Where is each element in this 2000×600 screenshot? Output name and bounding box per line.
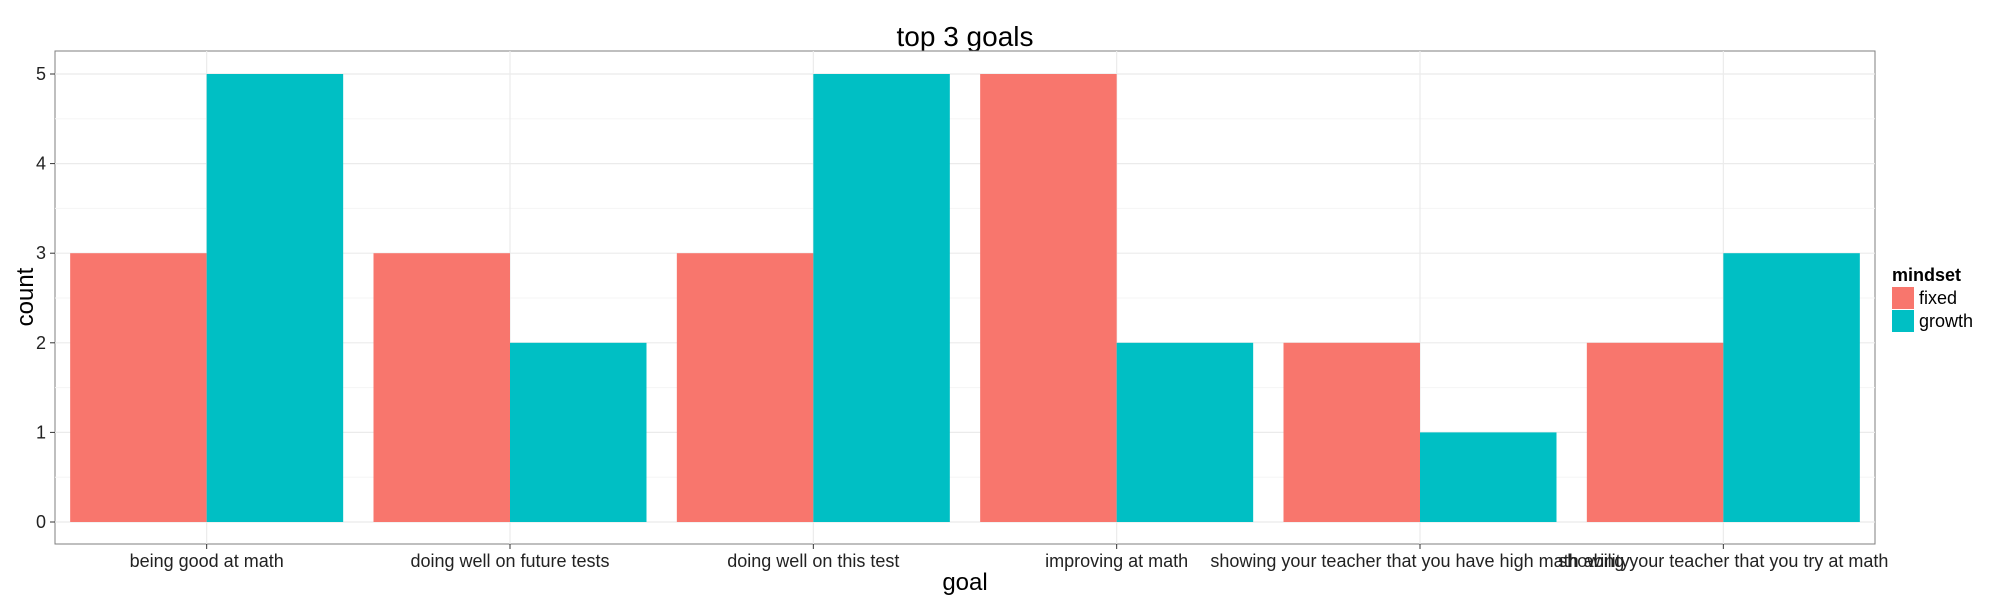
y-axis-title: count — [12, 267, 39, 326]
bar-fixed — [70, 253, 207, 522]
legend-label-growth: growth — [1919, 311, 1973, 331]
bar-fixed — [1283, 342, 1420, 522]
bar-growth — [1723, 253, 1860, 522]
x-tick-label: showing your teacher that you have high … — [1210, 551, 1629, 571]
bar-fixed — [980, 74, 1117, 522]
y-tick-label: 2 — [36, 333, 46, 353]
plot-area — [54, 50, 1876, 545]
bar-growth — [813, 74, 950, 522]
x-tick-label: showing your teacher that you try at mat… — [1558, 551, 1888, 571]
y-axis: 0 1 2 3 4 5 — [36, 64, 55, 532]
y-tick-label: 4 — [36, 154, 46, 174]
x-tick-label: doing well on this test — [727, 551, 899, 571]
legend-title: mindset — [1892, 265, 1961, 285]
x-axis: being good at math doing well on future t… — [130, 544, 1888, 571]
bar-growth — [1420, 432, 1557, 522]
legend-swatch-growth — [1892, 310, 1914, 332]
x-tick-label: doing well on future tests — [410, 551, 609, 571]
chart-title: top 3 goals — [897, 21, 1034, 52]
bar-fixed — [1586, 342, 1724, 522]
y-tick-label: 3 — [36, 243, 46, 263]
x-tick-label: improving at math — [1045, 551, 1188, 571]
legend-label-fixed: fixed — [1919, 288, 1957, 308]
bar-fixed — [373, 253, 510, 522]
y-tick-label: 1 — [36, 422, 46, 442]
bar-growth — [510, 342, 647, 522]
x-tick-label: being good at math — [130, 551, 284, 571]
bar-growth — [206, 74, 344, 522]
x-axis-title: goal — [942, 569, 987, 596]
bar-fixed — [676, 253, 814, 522]
bars — [70, 74, 1860, 522]
bar-growth — [1116, 342, 1254, 522]
legend-swatch-fixed — [1892, 287, 1914, 309]
y-tick-label: 0 — [36, 512, 46, 532]
grid-lines — [55, 51, 1875, 544]
y-tick-label: 5 — [36, 64, 46, 84]
legend: mindset fixed growth — [1892, 265, 1973, 332]
